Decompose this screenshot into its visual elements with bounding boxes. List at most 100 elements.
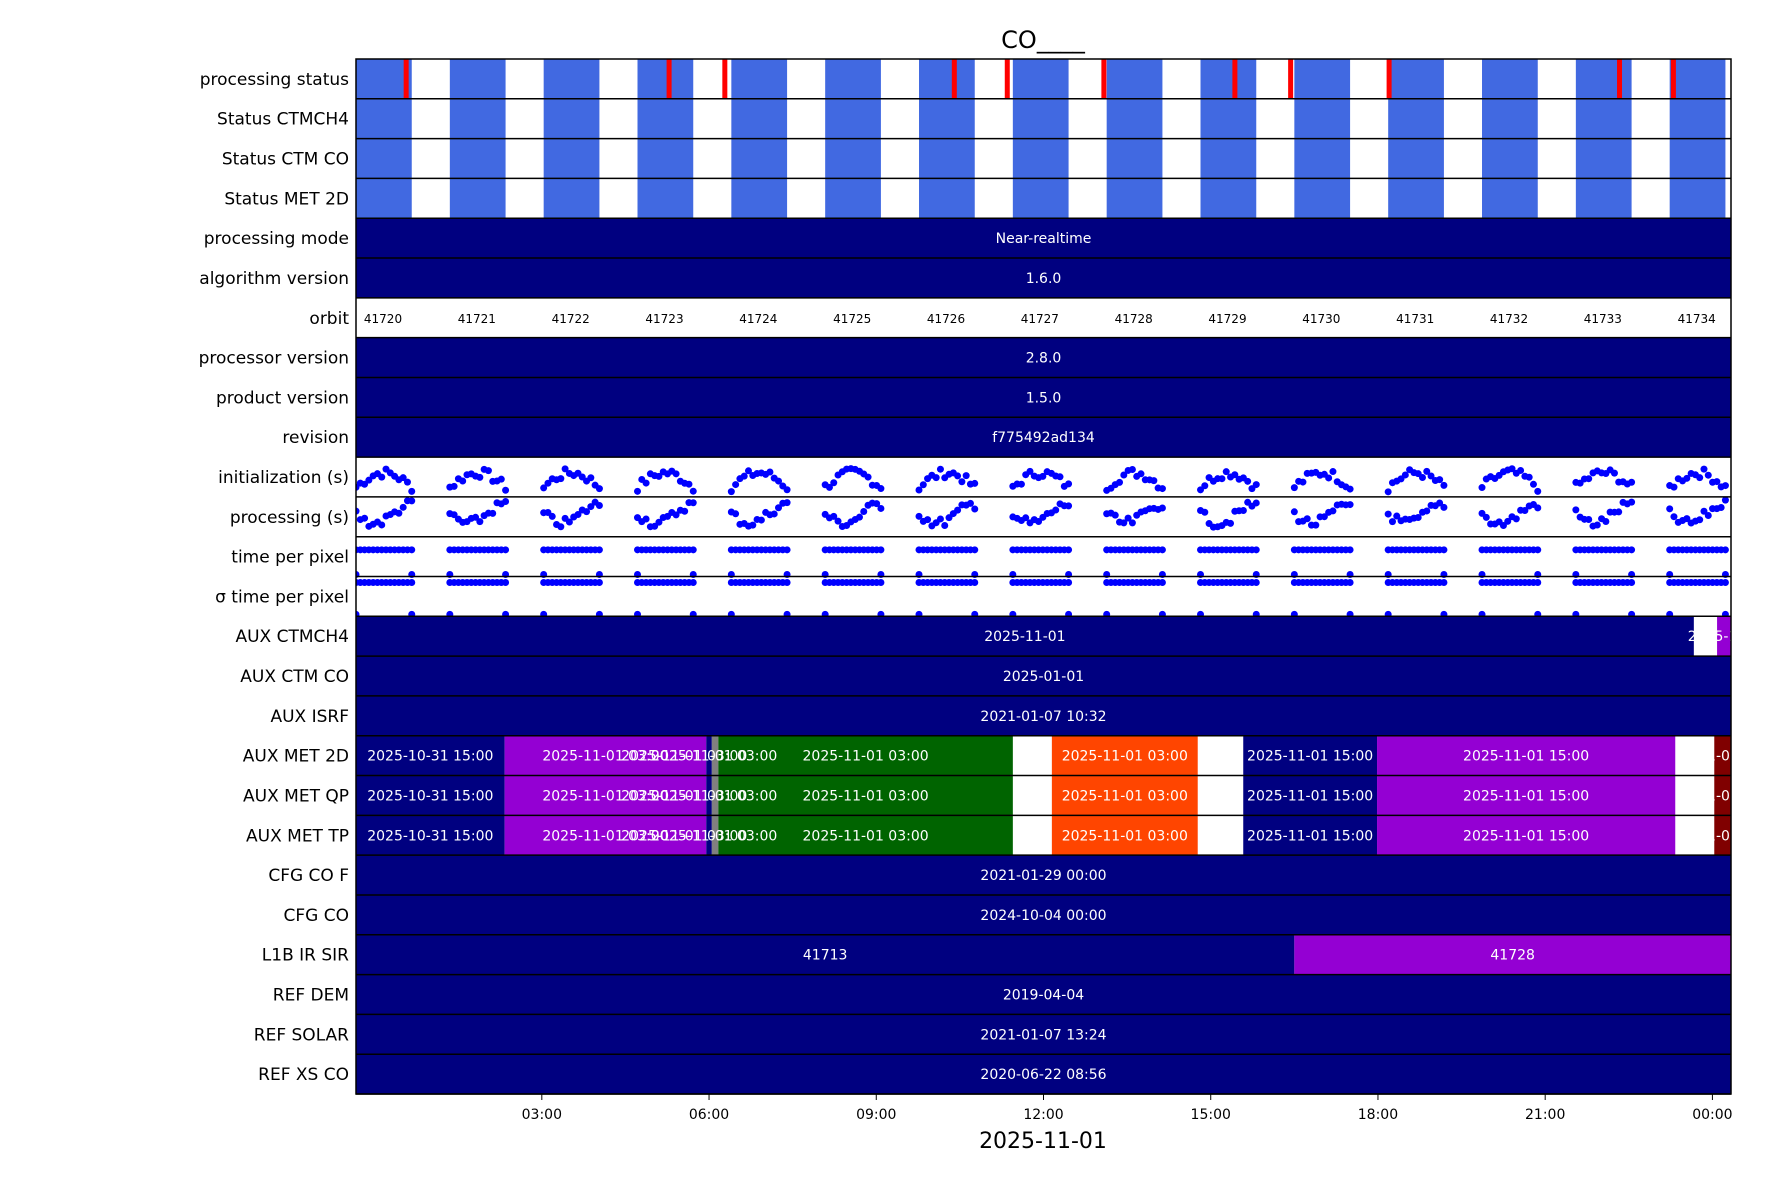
- status-bar: [731, 178, 788, 219]
- row-label: Status CTMCH4: [217, 110, 349, 130]
- scatter-point: [595, 546, 603, 554]
- bar-label: 2025-11-01 03:00: [803, 788, 929, 804]
- row-label: CFG CO F: [268, 866, 349, 886]
- bar: [504, 815, 707, 856]
- status-bar: [356, 59, 412, 99]
- scatter-point: [1384, 510, 1392, 518]
- scatter-point: [1696, 474, 1704, 482]
- bar: [356, 656, 1731, 696]
- bar-label: 2025-11-01 03:00: [621, 828, 747, 844]
- scatter-point: [587, 503, 595, 511]
- bar-label: 2024-10-04 00:00: [980, 908, 1106, 924]
- bar-label: 2020-06-22 08:56: [980, 1067, 1106, 1083]
- scatter-point: [1111, 511, 1119, 519]
- orbit-label: 41734: [1678, 312, 1716, 326]
- scatter-point: [877, 504, 885, 512]
- orbit-label: 41733: [1584, 312, 1622, 326]
- row-23: 2019-04-04: [356, 974, 1731, 1015]
- row-label: L1B IR SIR: [262, 946, 349, 966]
- scatter-point: [775, 477, 783, 485]
- row-6: 41720 41721 41722 41723 41724 41725 41726 41727…: [364, 312, 1716, 326]
- bar-label: 1.6.0: [1026, 271, 1062, 287]
- bar-label: 2025-10-31 15:00: [367, 788, 493, 804]
- scatter-point: [1440, 546, 1448, 554]
- bar-label: 2025-11-01 15:00: [1463, 828, 1589, 844]
- scatter-point: [1312, 521, 1320, 529]
- failure-mark: [951, 59, 957, 99]
- scatter-point: [954, 472, 962, 480]
- bar: [356, 337, 1731, 378]
- scatter-point: [450, 482, 458, 490]
- scatter-point: [1525, 473, 1533, 481]
- orbit-label: 41722: [552, 312, 590, 326]
- scatter-point: [971, 546, 979, 554]
- row-label: Status MET 2D: [224, 189, 349, 209]
- scatter-point: [1478, 484, 1486, 492]
- scatter-point: [1721, 496, 1729, 504]
- plot-frame: [355, 58, 1732, 1095]
- bar-label: 2025-11-01 03:00: [651, 828, 777, 844]
- orbit-label: 41724: [739, 312, 777, 326]
- scatter-point: [1700, 465, 1708, 473]
- x-tick-label: 00:00: [1692, 1107, 1732, 1123]
- bar-label: 2025-11-01 15:00: [1247, 749, 1373, 765]
- status-bar: [1575, 98, 1632, 139]
- status-bar: [1012, 59, 1069, 99]
- status-bar: [1669, 59, 1726, 99]
- status-bar: [1482, 59, 1538, 99]
- bar: [356, 1014, 1731, 1055]
- scatter-point: [472, 513, 480, 521]
- status-bar: [1575, 138, 1632, 179]
- bar-label: -11-01 1: [1693, 788, 1752, 804]
- scatter-point: [1384, 488, 1392, 496]
- bar: [711, 815, 719, 856]
- orbit-label: 41730: [1302, 312, 1340, 326]
- failure-mark: [1386, 59, 1392, 99]
- scatter-point: [1346, 501, 1354, 509]
- scatter-point: [966, 499, 974, 507]
- scatter-point: [1482, 513, 1490, 521]
- scatter-point: [408, 578, 416, 586]
- row-label: time per pixel: [231, 548, 349, 568]
- orbit-label: 41727: [1021, 312, 1059, 326]
- scatter-point: [1427, 472, 1435, 480]
- scatter-point: [1670, 483, 1678, 491]
- bar: [356, 855, 1731, 895]
- scatter-point: [919, 481, 927, 489]
- bar-label: f775492ad134: [992, 430, 1095, 446]
- bar-label: 2025-11-01 03:00: [1062, 749, 1188, 765]
- scatter-point: [399, 503, 407, 511]
- row-4: Near-realtime: [356, 218, 1731, 259]
- scatter-point: [1346, 485, 1354, 493]
- scatter-point: [1628, 546, 1636, 554]
- bar-label: 2025-11-01 03:00: [542, 828, 668, 844]
- bar: [356, 775, 505, 816]
- status-bar: [1575, 59, 1632, 99]
- failure-mark: [1617, 59, 1623, 99]
- scatter-point: [378, 521, 386, 529]
- scatter-point: [642, 515, 650, 523]
- scatter-point: [915, 486, 923, 494]
- bar-label: 2025-11-01 03:00: [1062, 788, 1188, 804]
- scatter-point: [502, 578, 510, 586]
- status-bar: [731, 59, 788, 99]
- bar: [711, 775, 719, 816]
- status-bar: [1012, 178, 1069, 219]
- scatter-point: [864, 473, 872, 481]
- status-bar: [1200, 178, 1257, 219]
- bar: [706, 815, 712, 856]
- status-bar: [1012, 98, 1069, 139]
- bar: [718, 815, 1013, 856]
- scatter-point: [1299, 478, 1307, 486]
- scatter-point: [1231, 471, 1239, 479]
- scatter-point: [783, 486, 791, 494]
- scatter-point: [378, 473, 386, 481]
- status-bar: [919, 138, 975, 179]
- bar: [1714, 735, 1731, 776]
- x-tick-label: 18:00: [1358, 1107, 1398, 1123]
- status-bar: [1200, 59, 1257, 99]
- scatter-point: [1158, 485, 1166, 493]
- scatter-point: [1572, 506, 1580, 514]
- status-bar: [1294, 178, 1351, 219]
- row-label: product version: [216, 388, 349, 408]
